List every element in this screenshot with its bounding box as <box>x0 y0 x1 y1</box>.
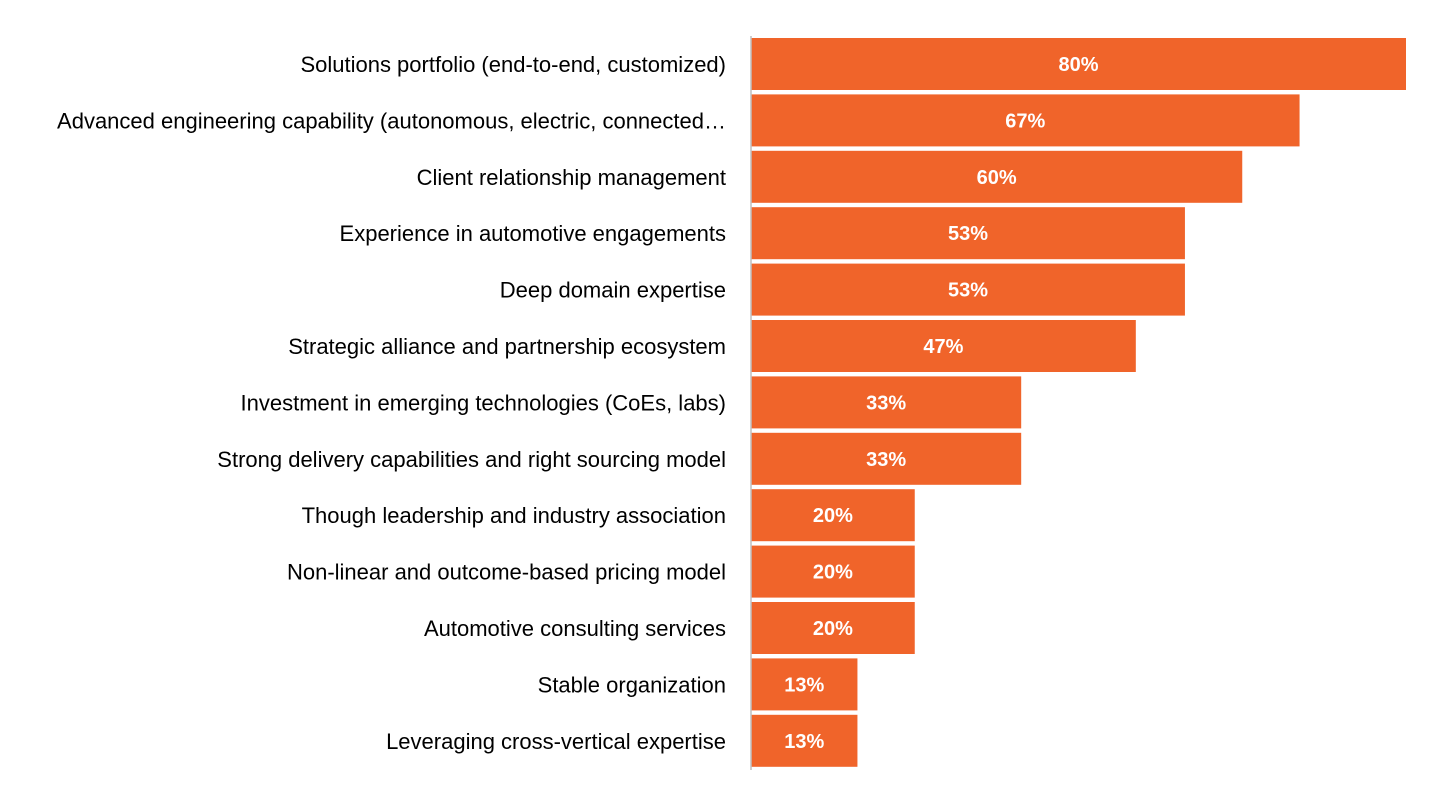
category-label: Leveraging cross-vertical expertise <box>386 729 726 754</box>
bar <box>751 150 1243 203</box>
category-label: Investment in emerging technologies (CoE… <box>241 390 726 415</box>
category-label: Stable organization <box>538 672 726 697</box>
value-label: 60% <box>977 167 1017 189</box>
category-label: Deep domain expertise <box>500 278 726 303</box>
category-label: Solutions portfolio (end-to-end, customi… <box>300 52 726 77</box>
bar <box>751 376 1022 429</box>
category-label: Client relationship management <box>417 165 726 190</box>
bar <box>751 263 1185 316</box>
value-label: 13% <box>784 674 824 696</box>
value-label: 20% <box>813 562 853 584</box>
value-label: 53% <box>948 280 988 302</box>
value-label: 13% <box>784 731 824 753</box>
category-label: Non-linear and outcome-based pricing mod… <box>287 560 726 585</box>
category-label: Experience in automotive engagements <box>340 221 726 246</box>
bar <box>751 207 1185 260</box>
value-label: 53% <box>948 223 988 245</box>
category-label: Strategic alliance and partnership ecosy… <box>288 334 726 359</box>
bar <box>751 602 915 654</box>
bar <box>751 489 915 542</box>
value-label: 33% <box>866 449 906 471</box>
category-label: Automotive consulting services <box>424 616 726 641</box>
category-labels-group: Solutions portfolio (end-to-end, customi… <box>57 52 726 754</box>
bar <box>751 320 1136 372</box>
value-label: 20% <box>813 618 853 640</box>
category-label: Though leadership and industry associati… <box>302 503 726 528</box>
value-label: 80% <box>1058 54 1098 76</box>
bar <box>751 432 1022 485</box>
category-label: Strong delivery capabilities and right s… <box>217 447 726 472</box>
category-label: Advanced engineering capability (autonom… <box>57 108 726 133</box>
value-label: 67% <box>1005 110 1045 132</box>
bar <box>751 545 915 598</box>
bar <box>751 94 1300 147</box>
bars-group <box>751 38 1406 767</box>
bar <box>751 714 858 767</box>
bar <box>751 38 1406 90</box>
value-label: 20% <box>813 505 853 527</box>
value-label: 33% <box>866 392 906 414</box>
value-labels-group: 80% 67% 60% 53% 53% 47% 33% 33% 20% 20% 20% 13% 13% <box>784 54 1099 753</box>
value-label: 47% <box>923 336 963 358</box>
bar <box>751 658 858 711</box>
